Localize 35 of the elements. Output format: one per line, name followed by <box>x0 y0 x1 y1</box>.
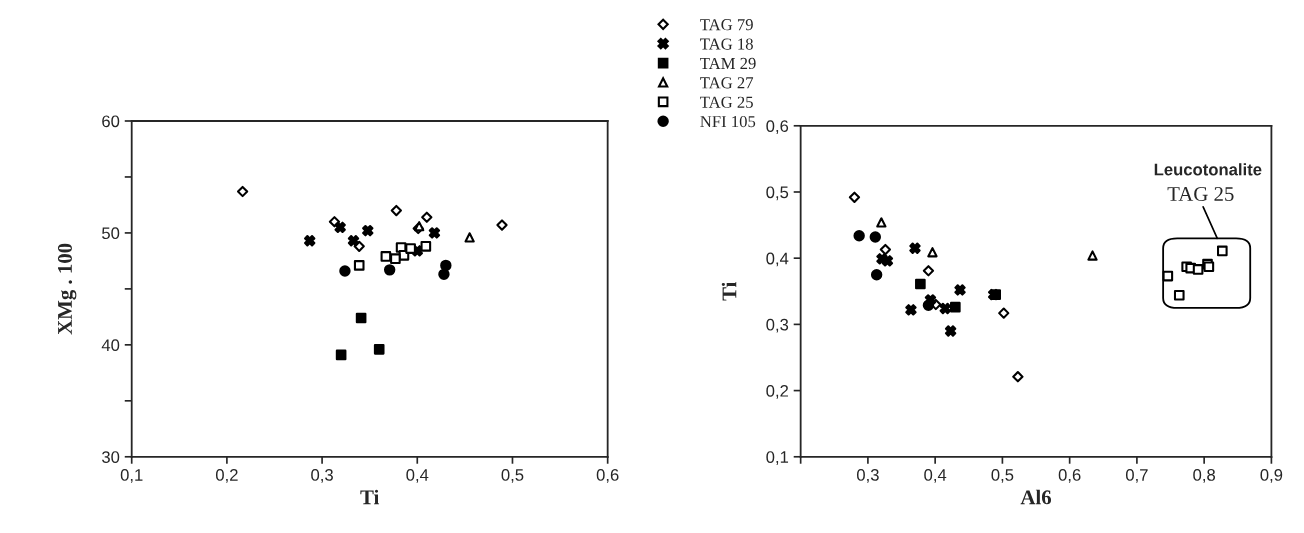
x-tick-label: 0,1 <box>120 469 143 483</box>
legend-label: TAG 25 <box>700 96 753 108</box>
y-tick-label: 0,4 <box>766 252 789 267</box>
annotation: TAG 25 <box>1167 186 1234 201</box>
x-tick-label: 0,8 <box>1193 469 1216 483</box>
legend-label: NFI 105 <box>700 115 756 128</box>
y-axis-title: Ti <box>721 281 737 301</box>
y-tick-label: 50 <box>102 227 120 240</box>
legend-label: TAG 79 <box>700 19 753 31</box>
x-axis-title: Al6 <box>1020 489 1052 505</box>
x-tick-label: 0,3 <box>856 469 879 483</box>
y-tick-label: 0,2 <box>766 384 789 399</box>
x-tick-label: 0,2 <box>215 469 238 483</box>
y-tick-label: 0,5 <box>766 186 789 201</box>
x-tick-label: 0,5 <box>991 469 1014 483</box>
x-tick-label: 0,6 <box>1058 469 1081 483</box>
x-tick-label: 0,4 <box>924 469 947 483</box>
legend-label: TAG 27 <box>700 77 754 89</box>
x-axis-title: Ti <box>360 489 380 505</box>
y-axis-title: XMg . 100 <box>57 243 77 335</box>
y-tick-label: 60 <box>102 115 120 128</box>
x-tick-label: 0,9 <box>1260 469 1283 483</box>
x-tick-label: 0,4 <box>406 469 429 483</box>
y-tick-label: 0,6 <box>766 120 789 134</box>
y-tick-label: 0,3 <box>766 318 789 333</box>
y-tick-label: 30 <box>102 451 120 463</box>
x-tick-label: 0,3 <box>311 469 333 483</box>
x-tick-label: 0,5 <box>501 469 524 483</box>
y-tick-label: 0,1 <box>766 451 789 465</box>
legend-label: TAM 29 <box>700 57 756 70</box>
x-tick-label: 0,6 <box>596 469 619 483</box>
y-tick-label: 40 <box>101 339 120 352</box>
legend-label: TAG 18 <box>700 38 753 50</box>
annotation: Leucotonalite <box>1154 163 1262 176</box>
x-tick-label: 0,7 <box>1125 469 1148 483</box>
